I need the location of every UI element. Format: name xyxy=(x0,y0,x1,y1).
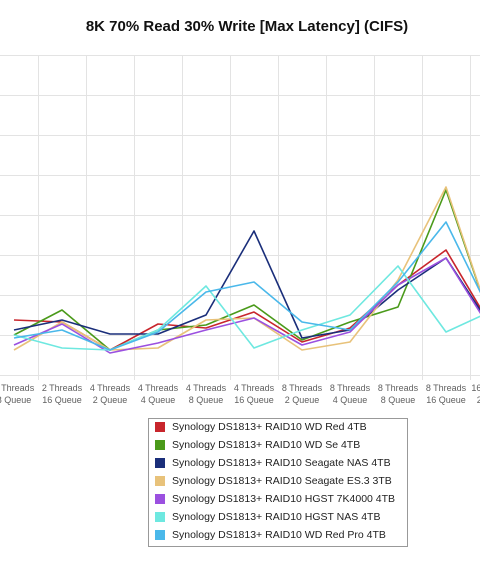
legend-box xyxy=(148,418,408,547)
x-tick-label: 8 Queue xyxy=(381,395,416,405)
series-line xyxy=(13,265,480,351)
series-line xyxy=(13,186,480,351)
x-tick-label: 4 Threads xyxy=(90,383,131,393)
legend-swatch xyxy=(155,458,165,468)
x-tick-label: 2 Threads xyxy=(0,383,35,393)
x-tick-label: 8 Threads xyxy=(282,383,323,393)
x-tick-label: 2 Threads xyxy=(42,383,83,393)
legend-swatch xyxy=(155,494,165,504)
legend-label: Synology DS1813+ RAID10 Seagate NAS 4TB xyxy=(172,457,391,469)
x-tick-label: 16 Queue xyxy=(234,395,274,405)
x-tick-label: 4 Queue xyxy=(333,395,368,405)
x-tick-label: 16 Queue xyxy=(426,395,466,405)
legend-label: Synology DS1813+ RAID10 HGST NAS 4TB xyxy=(172,511,380,523)
legend-label: Synology DS1813+ RAID10 HGST 7K4000 4TB xyxy=(172,493,395,505)
series-line xyxy=(13,230,480,339)
x-tick-label: 8 Threads xyxy=(330,383,371,393)
legend-label: Synology DS1813+ RAID10 Seagate ES.3 3TB xyxy=(172,475,392,487)
grid xyxy=(0,55,480,380)
x-tick-label: 2 Queue xyxy=(93,395,128,405)
legend-label: Synology DS1813+ RAID10 WD Red 4TB xyxy=(172,421,367,433)
x-tick-label: 2 Queue xyxy=(285,395,320,405)
x-axis-labels: 2 Threads 8 Queue 2 Threads 16 Queue 4 Threa… xyxy=(0,383,480,405)
x-tick-label: 4 Threads xyxy=(138,383,179,393)
legend-swatch xyxy=(155,440,165,450)
series-line xyxy=(13,189,480,351)
legend: Synology DS1813+ RAID10 WD Red 4TB Synolo… xyxy=(155,421,395,541)
series-line xyxy=(13,221,480,351)
x-tick-label: 8 Queue xyxy=(189,395,224,405)
x-tick-label: 4 Threads xyxy=(234,383,275,393)
legend-swatch xyxy=(155,476,165,486)
legend-label: Synology DS1813+ RAID10 WD Red Pro 4TB xyxy=(172,529,386,541)
legend-label: Synology DS1813+ RAID10 WD Se 4TB xyxy=(172,439,360,451)
legend-swatch xyxy=(155,530,165,540)
x-tick-label: 16 Threads xyxy=(471,383,480,393)
x-tick-label: 16 Queue xyxy=(42,395,82,405)
x-tick-label: 8 Queue xyxy=(0,395,31,405)
plot-lines xyxy=(13,186,480,354)
x-tick-label: 8 Threads xyxy=(426,383,467,393)
x-tick-label: 4 Threads xyxy=(186,383,227,393)
legend-swatch xyxy=(155,422,165,432)
x-tick-label: 2 Queue xyxy=(477,395,480,405)
chart-title: 8K 70% Read 30% Write [Max Latency] (CIF… xyxy=(86,18,408,35)
x-tick-label: 8 Threads xyxy=(378,383,419,393)
legend-swatch xyxy=(155,512,165,522)
x-tick-label: 4 Queue xyxy=(141,395,176,405)
